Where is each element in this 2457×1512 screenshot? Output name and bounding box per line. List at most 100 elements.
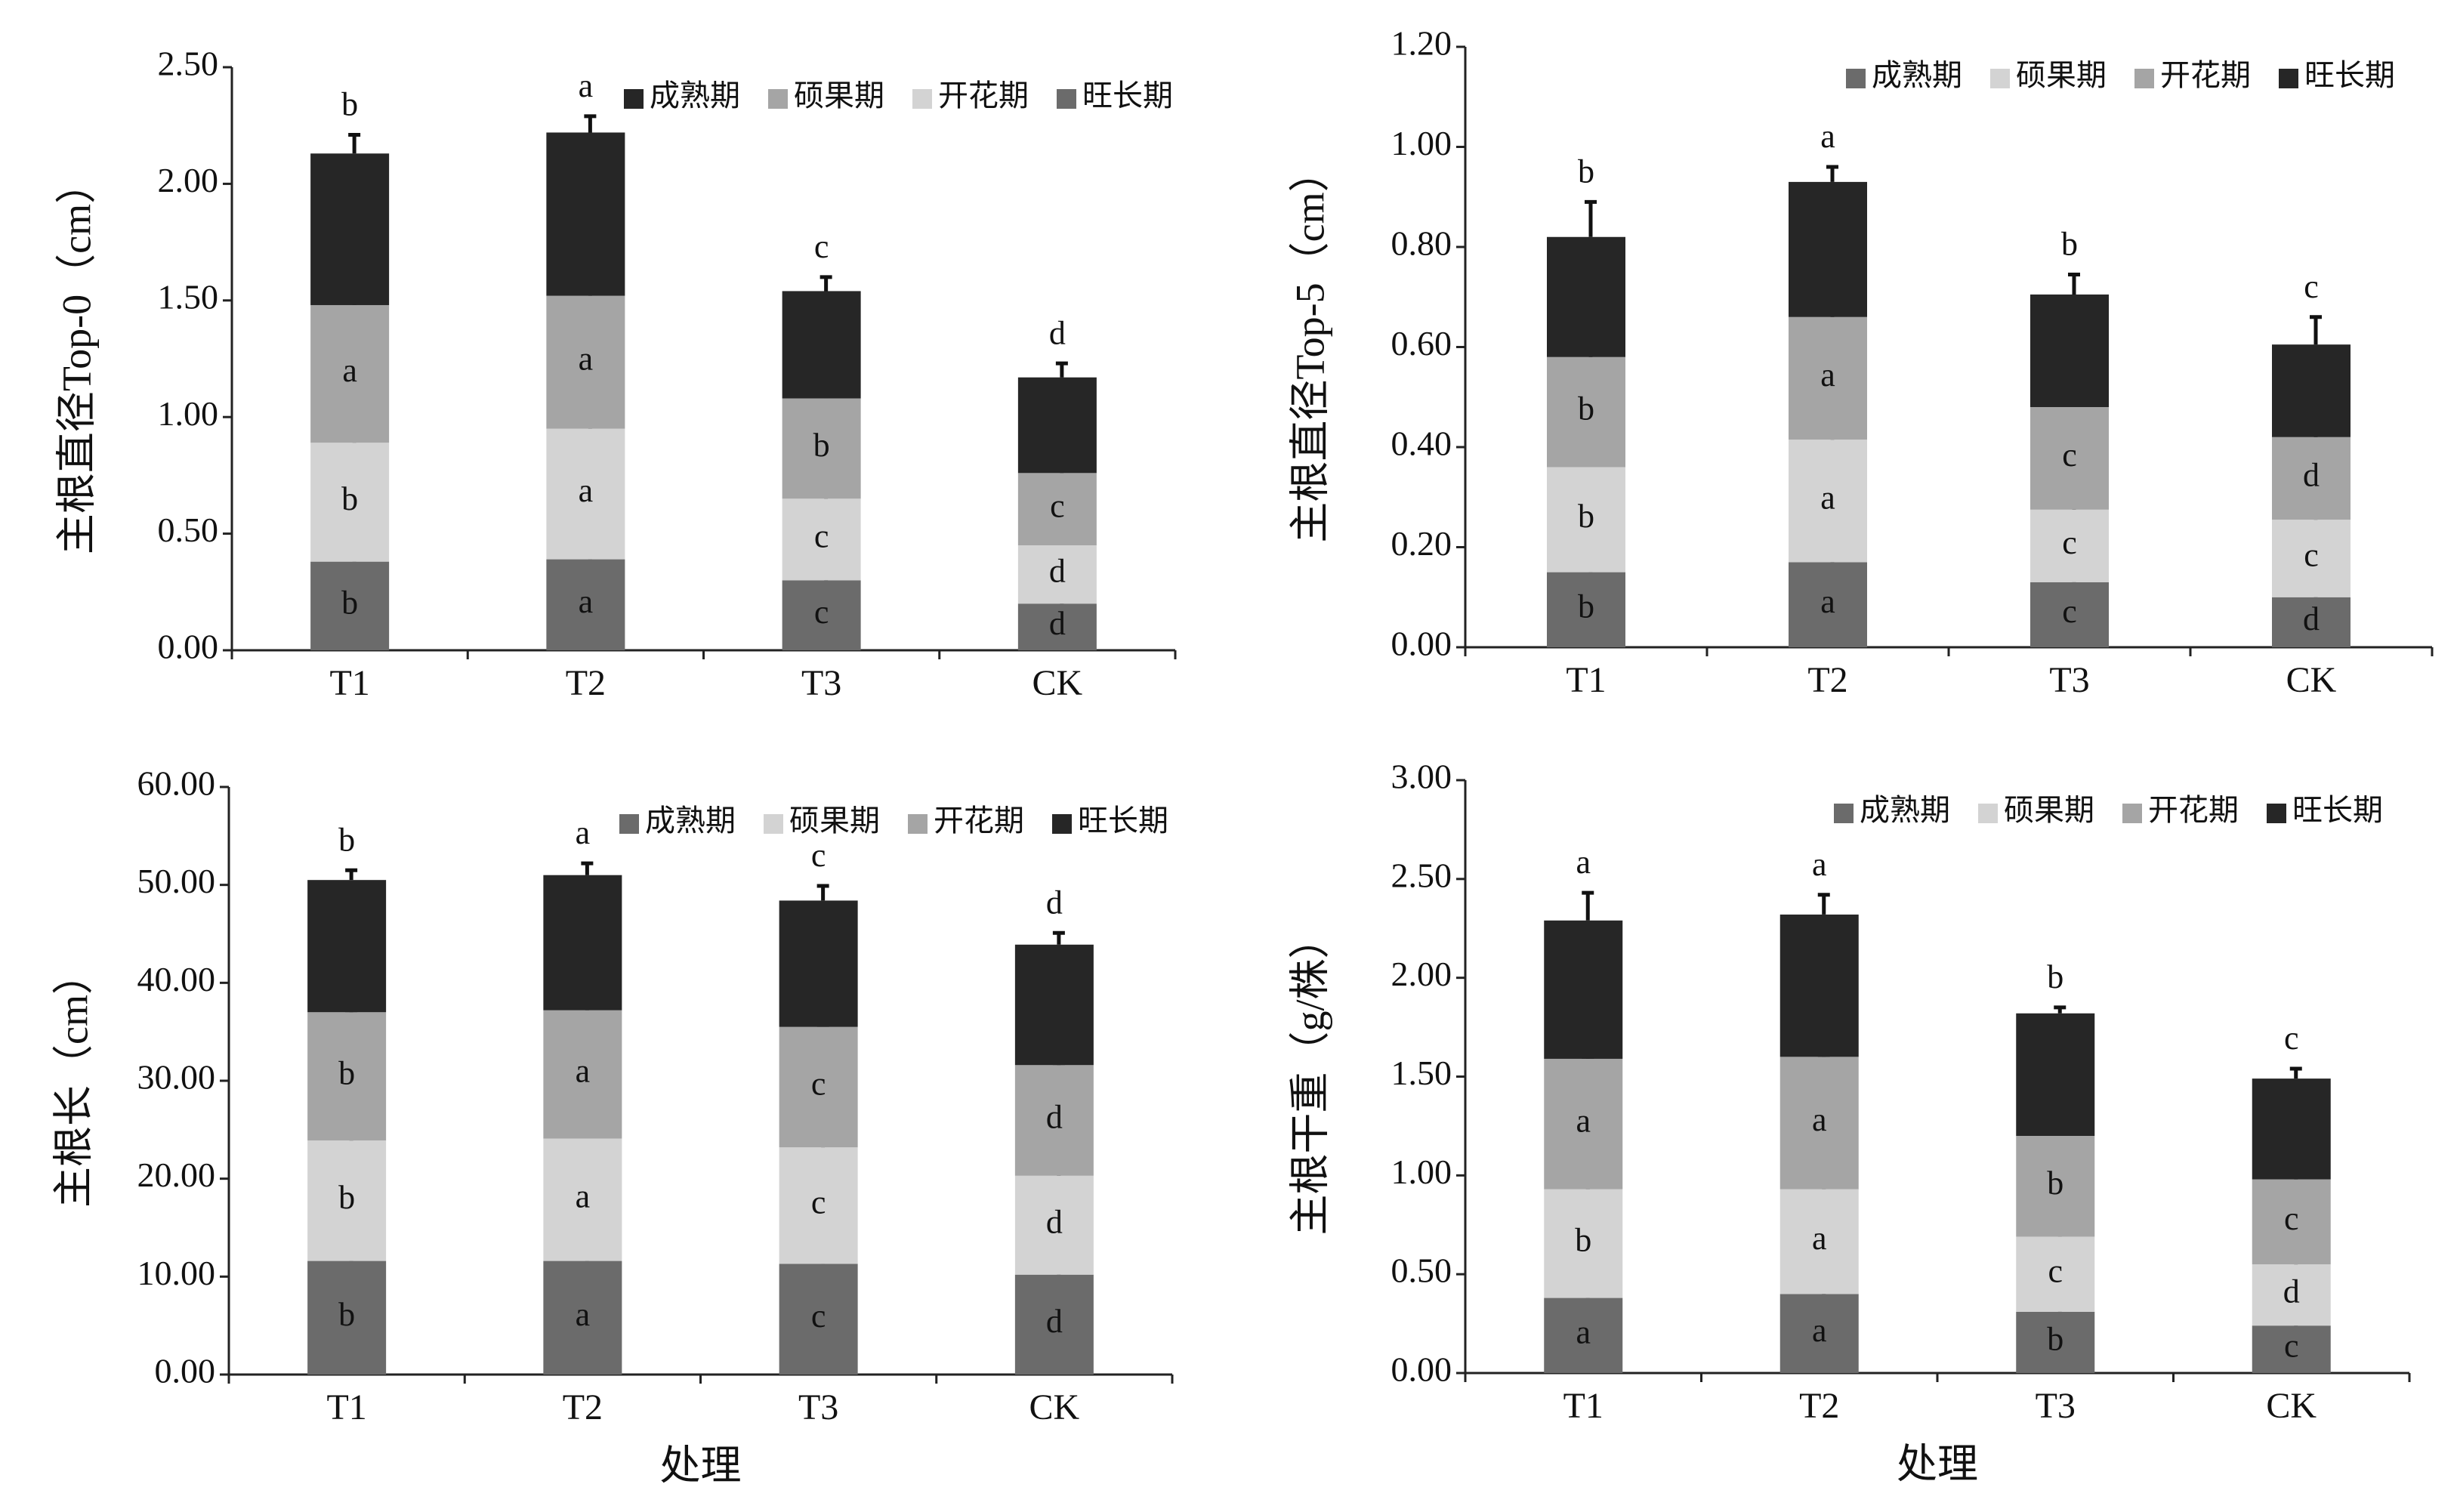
- legend-label: 旺长期: [1082, 79, 1173, 113]
- bar-segment: [543, 1010, 622, 1139]
- significance-label: a: [1820, 356, 1835, 393]
- significance-label: c: [2062, 524, 2077, 561]
- error-bar: [345, 868, 358, 881]
- bar-segment: [782, 580, 861, 650]
- error-bar: [2054, 1005, 2067, 1014]
- significance-label: b: [338, 821, 355, 858]
- legend-swatch: [619, 814, 639, 834]
- y-tick-label: 0.00: [158, 628, 219, 666]
- bar-segment: [1014, 1065, 1094, 1176]
- x-tick-label: T1: [326, 1387, 366, 1427]
- bar-segment: [546, 295, 625, 429]
- significance-label: c: [2304, 268, 2319, 305]
- y-tick-label: 60.00: [137, 764, 216, 803]
- bar-segment: [1789, 562, 1867, 647]
- bar-segment: [1017, 603, 1097, 650]
- y-tick-label: 1.50: [158, 277, 219, 316]
- bar-segment: [546, 428, 625, 560]
- significance-label: b: [338, 1054, 355, 1091]
- y-tick-label: 0.60: [1391, 324, 1452, 363]
- legend-swatch: [2122, 804, 2142, 823]
- x-tick-label: T2: [563, 1387, 603, 1427]
- bar-segment: [307, 1140, 387, 1261]
- legend-swatch: [768, 89, 788, 109]
- bar-segment: [543, 1138, 622, 1261]
- significance-label: b: [2047, 1321, 2063, 1358]
- bar-segment: [1014, 944, 1094, 1066]
- y-tick-label: 50.00: [137, 862, 216, 900]
- legend-swatch: [2134, 69, 2154, 88]
- bar-segment: [543, 875, 622, 1011]
- bar-segment: [1544, 1058, 1623, 1190]
- bar-segment: [1017, 473, 1097, 546]
- bar-segment: [1014, 1274, 1094, 1375]
- bar-segment: [779, 1147, 858, 1264]
- legend-swatch: [1834, 804, 1854, 823]
- significance-label: a: [342, 352, 357, 389]
- bar-segment: [2030, 582, 2109, 647]
- significance-label: a: [579, 583, 594, 620]
- x-tick-label: T3: [2049, 660, 2089, 700]
- significance-label: a: [1812, 846, 1827, 883]
- legend-swatch: [908, 814, 928, 834]
- bar-segment: [2272, 437, 2351, 520]
- legend-swatch: [1990, 69, 2010, 88]
- bar-segment: [546, 132, 625, 296]
- significance-label: a: [579, 472, 594, 509]
- bar-segment: [1779, 1057, 1859, 1190]
- significance-label: b: [341, 86, 358, 123]
- legend-label: 旺长期: [2304, 58, 2395, 92]
- error-bar: [1817, 893, 1830, 915]
- significance-label: b: [2061, 226, 2078, 263]
- bar-segment: [782, 291, 861, 399]
- legend-label: 开花期: [2148, 793, 2239, 827]
- legend-label: 旺长期: [1078, 804, 1168, 838]
- bar-segment: [779, 900, 858, 1027]
- bar-segment: [1547, 572, 1625, 647]
- x-tick-label: CK: [2266, 1386, 2317, 1426]
- x-tick-label: CK: [1032, 663, 1083, 703]
- significance-label: c: [814, 517, 829, 554]
- significance-label: c: [814, 594, 829, 631]
- error-bar: [584, 114, 597, 133]
- bar-segment: [1017, 377, 1097, 474]
- y-tick-label: 0.00: [1391, 625, 1452, 663]
- error-bar: [1052, 930, 1065, 945]
- bar-segment: [1547, 236, 1625, 357]
- y-tick-label: 2.50: [158, 45, 219, 83]
- x-axis-label: 处理: [660, 1443, 742, 1488]
- error-bar: [2310, 315, 2322, 345]
- significance-label: d: [1046, 1203, 1063, 1240]
- legend-label: 成熟期: [1860, 793, 1950, 827]
- legend-label: 硕果期: [2004, 793, 2094, 827]
- y-axis-label: 主根干重（g/株）: [1287, 918, 1332, 1235]
- y-tick-label: 1.00: [158, 394, 219, 433]
- significance-label: d: [2283, 1273, 2300, 1310]
- bar-segment: [310, 153, 390, 305]
- bar-segment: [310, 443, 390, 562]
- x-axis-label: 处理: [1897, 1441, 1978, 1486]
- significance-label: b: [341, 480, 358, 517]
- x-tick-label: CK: [1029, 1387, 1080, 1427]
- bar-segment: [1544, 1298, 1623, 1373]
- error-bar: [2289, 1066, 2302, 1079]
- y-tick-label: 1.00: [1391, 1153, 1452, 1191]
- bar-segment: [1014, 1175, 1094, 1275]
- y-tick-label: 10.00: [137, 1254, 216, 1292]
- legend-label: 开花期: [938, 79, 1029, 113]
- significance-label: c: [811, 1298, 826, 1335]
- y-tick-label: 2.50: [1391, 856, 1452, 894]
- error-bar: [1055, 361, 1068, 378]
- significance-label: a: [1576, 1102, 1591, 1139]
- significance-label: a: [1820, 583, 1835, 620]
- legend-swatch: [1057, 89, 1076, 109]
- legend-label: 旺长期: [2292, 793, 2383, 827]
- x-tick-label: T3: [801, 663, 841, 703]
- bar-segment: [1779, 914, 1859, 1057]
- bar-segment: [310, 304, 390, 443]
- legend-swatch: [764, 814, 783, 834]
- y-tick-label: 20.00: [137, 1156, 216, 1194]
- bar-segment: [2030, 407, 2109, 510]
- significance-label: c: [2284, 1328, 2299, 1365]
- significance-label: d: [1046, 884, 1063, 921]
